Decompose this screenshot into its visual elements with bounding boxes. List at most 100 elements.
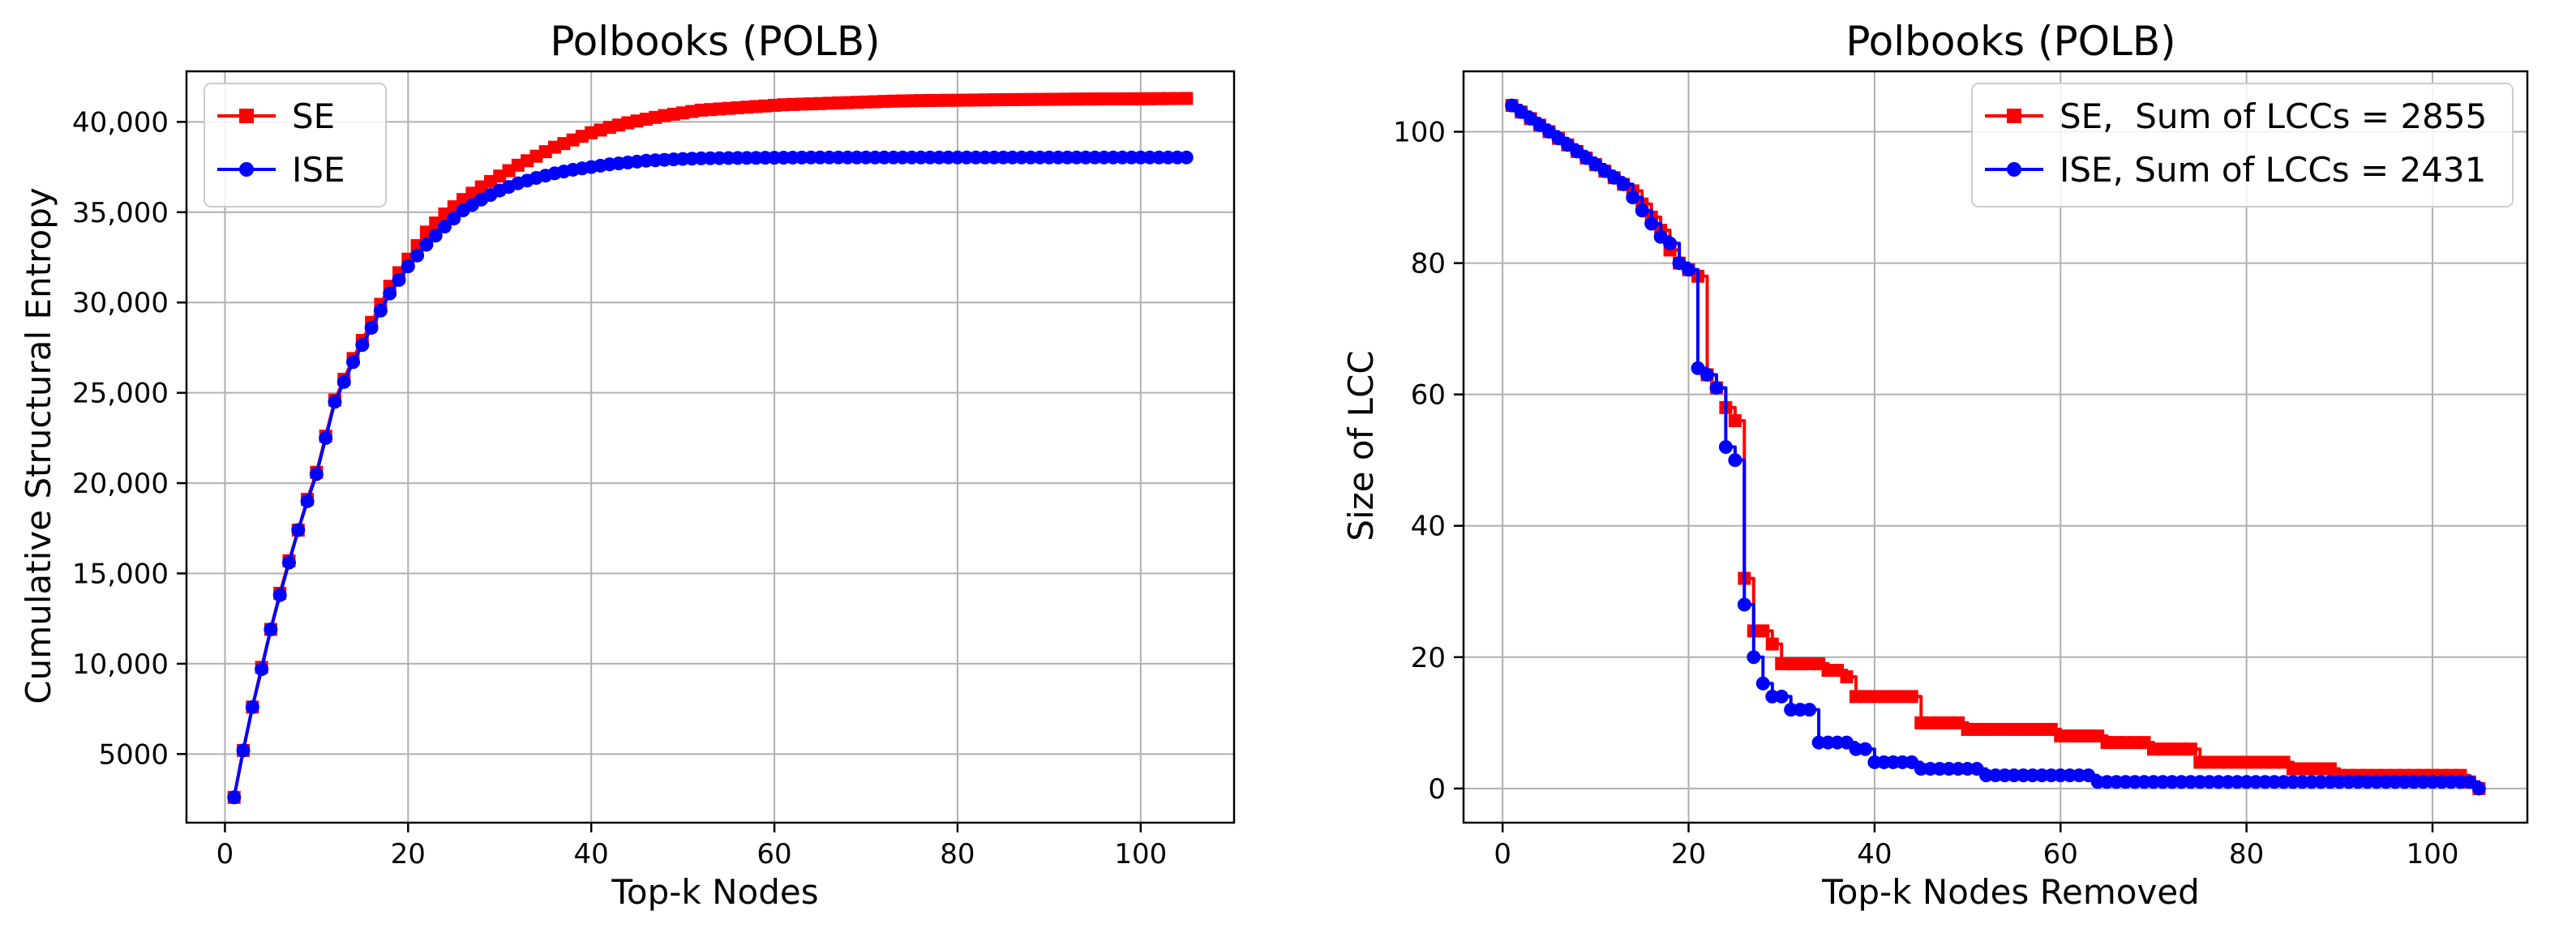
data-point (410, 248, 425, 263)
data-point (1682, 263, 1696, 277)
y-tick-label: 40,000 (72, 106, 169, 139)
x-tick-label: 20 (391, 838, 426, 870)
data-point (1635, 203, 1649, 218)
legend-label: SE, Sum of LCCs = 2855 (2060, 96, 2487, 136)
data-point (346, 355, 361, 370)
data-point (1616, 177, 1631, 191)
data-point (1858, 742, 1872, 756)
plot-frame (185, 70, 1236, 824)
data-point (401, 259, 415, 274)
y-tick-label: 10,000 (72, 648, 169, 681)
grid (186, 71, 1234, 823)
data-point (272, 588, 287, 602)
data-point (447, 212, 461, 226)
data-point (1179, 150, 1194, 165)
plot-area (1505, 98, 2486, 796)
legend-marker (239, 109, 254, 123)
series-ise (227, 150, 1194, 805)
y-tick-label: 20,000 (72, 468, 169, 500)
data-point (255, 662, 269, 677)
x-axis-label: Top-k Nodes Removed (1821, 872, 2200, 912)
data-point (291, 523, 306, 537)
tick-labels: 0 20 40 60 80 100 5000 10,000 15,000 20,000 25,000… (72, 106, 1167, 870)
data-point (373, 303, 388, 318)
data-point (419, 237, 434, 252)
data-point (1737, 597, 1751, 612)
data-point (1765, 637, 1779, 651)
data-point (227, 790, 242, 805)
data-point (1663, 236, 1678, 250)
tick-labels: 0 20 40 60 80 100 0 20 40 60 80 100 (1393, 117, 2458, 870)
legend-marker (2007, 109, 2021, 123)
x-tick-label: 40 (1857, 838, 1892, 870)
y-tick-label: 35,000 (72, 197, 169, 229)
legend-marker (239, 162, 254, 177)
data-point (245, 699, 259, 714)
chart-title: Polbooks (POLB) (550, 18, 880, 65)
chart-lcc-size: Polbooks (POLB) Top-k Nodes Removed Size… (1341, 18, 2529, 912)
legend: SE, Sum of LCCs = 2855 ISE, Sum of LCCs =… (1971, 83, 2514, 207)
x-tick-label: 0 (1494, 838, 1511, 870)
x-tick-label: 60 (2043, 838, 2078, 870)
series-ise (1505, 98, 2486, 796)
legend-label: SE (292, 96, 335, 136)
data-point (300, 494, 315, 508)
data-point (1728, 453, 1742, 468)
data-point (264, 622, 278, 637)
x-axis-label: Top-k Nodes (611, 872, 818, 912)
plot-frame (1462, 70, 2529, 824)
y-tick-label: 25,000 (72, 378, 169, 410)
data-point (236, 743, 251, 758)
data-point (1699, 367, 1714, 382)
y-tick-label: 20 (1411, 642, 1446, 674)
data-point (2184, 742, 2197, 756)
series-line (232, 156, 1187, 798)
data-point (1747, 650, 1761, 665)
x-tick-label: 80 (940, 838, 975, 870)
data-point (428, 229, 443, 243)
x-tick-label: 40 (574, 838, 609, 870)
x-tick-label: 0 (216, 838, 234, 870)
chart-title: Polbooks (POLB) (1845, 18, 2175, 65)
data-point (364, 320, 379, 335)
data-point (281, 555, 296, 570)
plot-area (227, 92, 1194, 805)
x-tick-label: 100 (1114, 838, 1167, 870)
x-tick-label: 60 (757, 838, 791, 870)
y-tick-label: 40 (1411, 511, 1446, 543)
series-se (227, 92, 1194, 804)
y-tick-label: 15,000 (72, 558, 169, 590)
data-point (336, 374, 351, 389)
y-tick-label: 100 (1393, 117, 1446, 149)
data-point (1180, 92, 1194, 105)
y-tick-label: 30,000 (72, 287, 169, 319)
data-point (1840, 670, 1854, 684)
x-tick-label: 20 (1671, 838, 1706, 870)
x-tick-label: 100 (2407, 838, 2459, 870)
data-point (1756, 624, 1770, 638)
y-tick-label: 5000 (98, 738, 169, 771)
legend-box (1971, 83, 2514, 207)
x-tick-label: 80 (2229, 838, 2264, 870)
y-tick-label: 60 (1411, 379, 1446, 412)
legend-marker (2007, 162, 2021, 177)
data-point (1728, 414, 1742, 428)
legend-label: ISE, Sum of LCCs = 2431 (2060, 150, 2486, 190)
data-point (1905, 690, 1918, 704)
data-point (1755, 676, 1770, 691)
data-point (1802, 703, 1817, 717)
data-point (1718, 440, 1733, 454)
data-point (383, 286, 397, 301)
legend: SE ISE (204, 83, 387, 207)
data-point (392, 272, 406, 287)
data-point (1774, 689, 1789, 704)
data-point (309, 467, 324, 481)
y-tick-label: 80 (1411, 248, 1446, 280)
series-line (1511, 104, 2481, 789)
data-point (437, 220, 452, 234)
data-point (328, 395, 342, 409)
y-tick-label: 0 (1428, 773, 1446, 806)
data-point (1709, 381, 1724, 396)
y-axis-label: Cumulative Structural Entropy (19, 187, 58, 704)
